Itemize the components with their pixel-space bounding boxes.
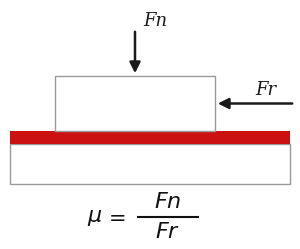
- Text: $=$: $=$: [104, 207, 126, 227]
- Text: $\mathit{Fr}$: $\mathit{Fr}$: [155, 221, 181, 243]
- Text: Fr: Fr: [255, 80, 276, 99]
- Bar: [10, 144, 290, 184]
- Text: $\mathit{Fn}$: $\mathit{Fn}$: [154, 191, 182, 213]
- Bar: [55, 76, 215, 131]
- Text: $\mu$: $\mu$: [87, 206, 103, 228]
- Text: Fn: Fn: [143, 12, 167, 30]
- Bar: [10, 131, 290, 144]
